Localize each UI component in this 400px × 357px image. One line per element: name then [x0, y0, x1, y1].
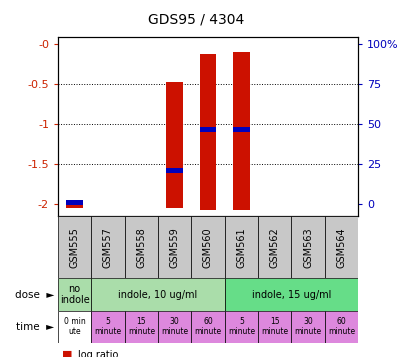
Bar: [191, 311, 225, 343]
Bar: [325, 216, 358, 278]
Text: dose  ►: dose ►: [15, 290, 54, 300]
Bar: [258, 216, 291, 278]
Bar: [225, 278, 358, 311]
Bar: [233, 52, 250, 210]
Bar: [233, 127, 250, 132]
Text: 60
minute: 60 minute: [328, 317, 355, 336]
Text: GSM563: GSM563: [303, 227, 313, 267]
Text: 0 min
ute: 0 min ute: [64, 317, 86, 336]
Bar: [258, 311, 291, 343]
Text: GSM560: GSM560: [203, 227, 213, 267]
Bar: [158, 216, 191, 278]
Bar: [200, 127, 216, 132]
Text: 15
minute: 15 minute: [128, 317, 155, 336]
Bar: [166, 168, 183, 173]
Text: log ratio: log ratio: [78, 350, 118, 357]
Text: 5
minute: 5 minute: [228, 317, 255, 336]
Text: GSM557: GSM557: [103, 227, 113, 268]
Bar: [225, 311, 258, 343]
Bar: [225, 216, 258, 278]
Bar: [191, 216, 225, 278]
Bar: [291, 311, 325, 343]
Text: 5
minute: 5 minute: [94, 317, 122, 336]
Bar: [58, 311, 91, 343]
Text: no
indole: no indole: [60, 284, 90, 305]
Text: indole, 10 ug/ml: indole, 10 ug/ml: [118, 290, 198, 300]
Bar: [125, 216, 158, 278]
Text: GDS95 / 4304: GDS95 / 4304: [148, 12, 244, 26]
Bar: [91, 311, 125, 343]
Text: ■: ■: [62, 350, 72, 357]
Text: 30
minute: 30 minute: [161, 317, 188, 336]
Text: GSM561: GSM561: [236, 227, 246, 267]
Text: 30
minute: 30 minute: [294, 317, 322, 336]
Text: GSM555: GSM555: [70, 227, 80, 268]
Text: GSM558: GSM558: [136, 227, 146, 268]
Bar: [158, 311, 191, 343]
Text: GSM562: GSM562: [270, 227, 280, 268]
Bar: [325, 311, 358, 343]
Bar: [58, 278, 91, 311]
Bar: [66, 200, 83, 205]
Bar: [200, 54, 216, 210]
Bar: [91, 278, 225, 311]
Text: indole, 15 ug/ml: indole, 15 ug/ml: [252, 290, 331, 300]
Bar: [166, 81, 183, 208]
Text: 60
minute: 60 minute: [194, 317, 222, 336]
Bar: [291, 216, 325, 278]
Bar: [66, 200, 83, 208]
Text: GSM564: GSM564: [336, 227, 346, 267]
Text: GSM559: GSM559: [170, 227, 180, 268]
Text: 15
minute: 15 minute: [261, 317, 288, 336]
Bar: [91, 216, 125, 278]
Bar: [125, 311, 158, 343]
Bar: [58, 216, 91, 278]
Text: time  ►: time ►: [16, 322, 54, 332]
